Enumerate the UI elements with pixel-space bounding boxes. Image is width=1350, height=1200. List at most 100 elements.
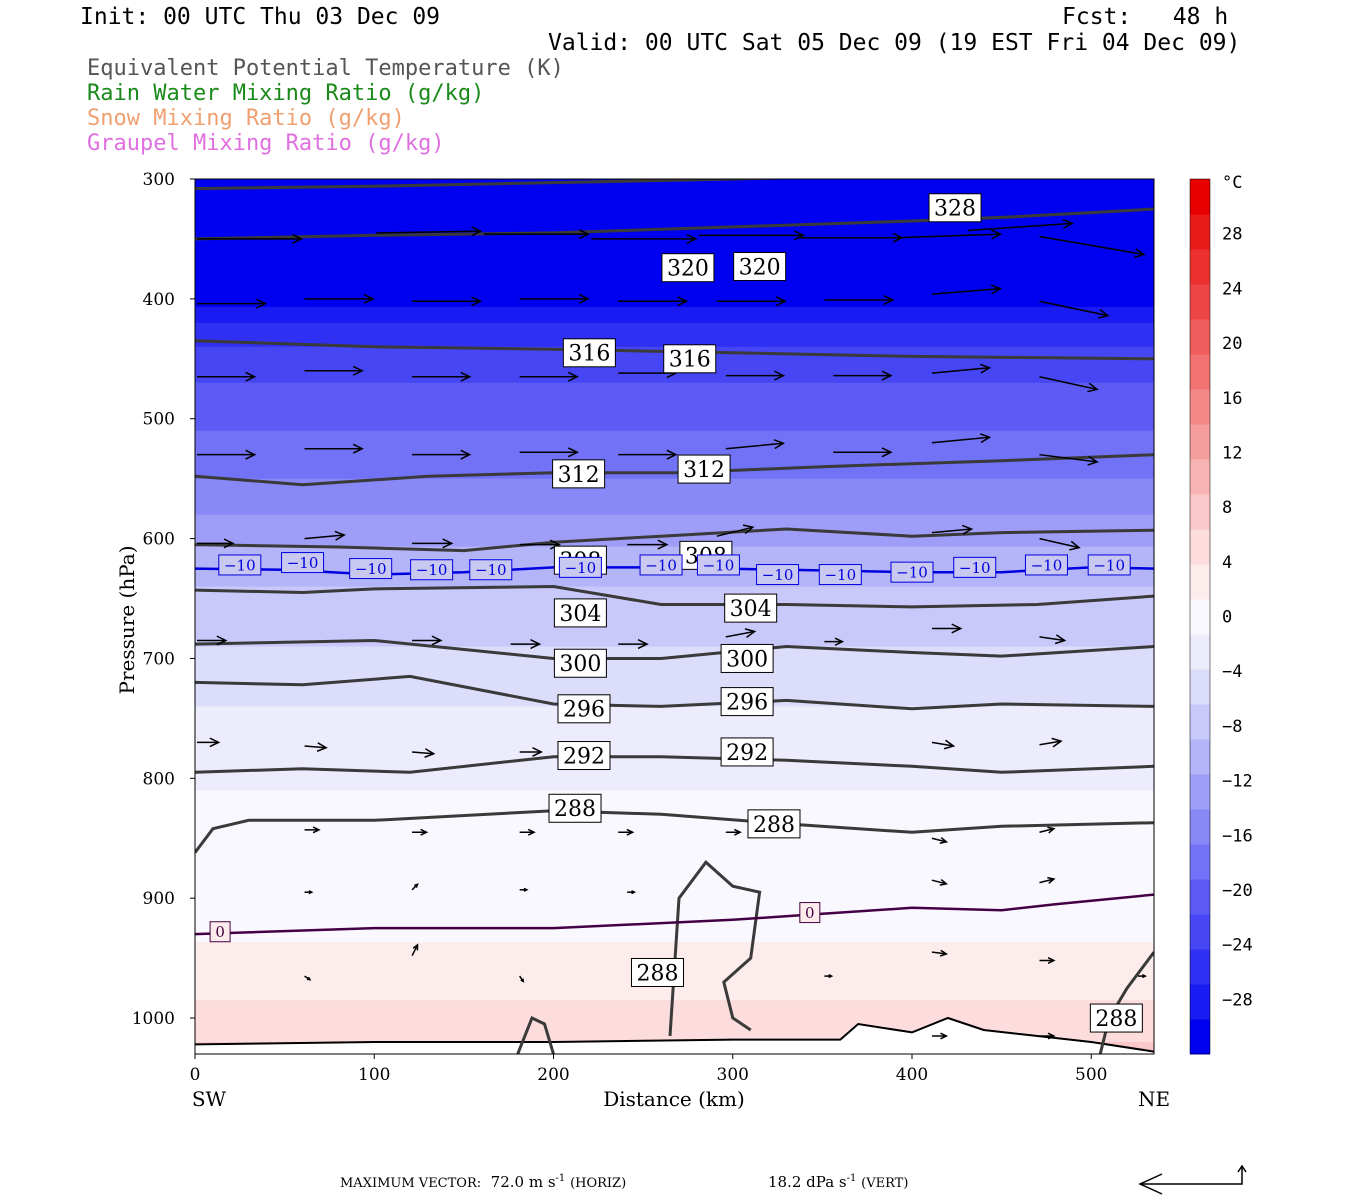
wind-head [578, 293, 590, 304]
wind-head [742, 524, 755, 535]
wind-arrow [510, 639, 542, 650]
forecast-label: Fcst: [1062, 4, 1132, 30]
max-vector-label: MAXIMUM VECTOR: [340, 1176, 482, 1191]
wind-arrow [519, 747, 543, 757]
wind-head [424, 748, 436, 758]
wind-head [442, 538, 454, 549]
colorbar-swatch [1190, 949, 1210, 985]
temperature-band [195, 370, 1154, 384]
wind-shaft [1039, 827, 1055, 833]
colorbar-swatch [1190, 564, 1210, 600]
colorbar-swatch [1190, 669, 1210, 705]
isotherm-minus10-label-box [558, 556, 602, 578]
isotherm-minus10-label: −10 [1093, 556, 1125, 574]
horiz-value: 72.0 m s [490, 1173, 556, 1191]
wind-head [793, 230, 806, 241]
temperature-band [195, 406, 1154, 420]
theta-e-296-line [195, 674, 1154, 711]
theta-e-288-label-box [747, 809, 801, 839]
theta-e-contours [195, 179, 1154, 1054]
wind-head [460, 449, 472, 460]
wind-arrow [618, 639, 649, 650]
temperature-band [195, 394, 1154, 408]
wind-arrow [896, 229, 1003, 240]
wind-arrow [412, 449, 472, 460]
wind-head [1047, 1032, 1056, 1040]
wind-shaft [304, 534, 345, 540]
wind-head [744, 628, 757, 639]
isotherm-0-label-box [799, 902, 821, 924]
theta-e-320-label-box [661, 253, 715, 283]
temperature-band [195, 338, 1154, 348]
isotherm-minus10-label-box [756, 564, 800, 586]
isotherm-minus10-label-box [469, 559, 513, 581]
wind-head [951, 623, 963, 634]
wind-head [1087, 382, 1099, 393]
temperature-band [195, 179, 1154, 200]
wind-head [637, 639, 649, 650]
theta-e-292-label-box [720, 737, 774, 767]
wind-arrow [824, 637, 845, 646]
theta-e-296-label-box [557, 694, 611, 724]
max-horiz-vector: MAXIMUM VECTOR: 72.0 m s-1 (HORIZ) [340, 1173, 626, 1191]
temperature-band [195, 934, 1154, 944]
temperature-band [195, 198, 1154, 220]
wind-arrow [304, 826, 321, 834]
wind-arrow [197, 737, 221, 748]
isotherm-0-line [195, 893, 1154, 936]
isotherm-minus10-label: −10 [1031, 556, 1063, 574]
theta-e-320-line [195, 207, 1154, 241]
temperature-band [195, 314, 1154, 324]
plot-frame [194, 178, 1155, 1055]
colorbar-swatch [1190, 354, 1210, 390]
temperature-band [195, 1006, 1154, 1014]
wind-head [939, 878, 949, 886]
theta-e-312-label-box [552, 459, 606, 489]
temperature-band [195, 646, 1154, 660]
wind-arrow [1039, 1032, 1056, 1040]
colorbar-tick-label: 28 [1222, 225, 1242, 245]
wind-arrow [1039, 453, 1099, 466]
wind-head [431, 635, 443, 646]
temperature-band [195, 442, 1154, 456]
wind-arrow [931, 284, 1003, 295]
wind-head [979, 433, 992, 444]
temperature-band [195, 826, 1154, 840]
wind-arrow [1039, 737, 1063, 748]
wind-arrow [931, 949, 949, 957]
colorbar-swatch [1190, 284, 1210, 320]
colorbar-tick-label: 24 [1222, 279, 1242, 299]
x-tick-label: 100 [358, 1065, 390, 1085]
colorbar-tick-label: −16 [1222, 826, 1253, 846]
x-tick-label: 500 [1075, 1065, 1107, 1085]
theta-e-304-label-box [724, 593, 778, 623]
theta-e-292-label: 292 [726, 741, 768, 766]
theta-e-312-line [195, 453, 1154, 487]
y-tick-label: 600 [143, 530, 175, 550]
wind-head [657, 539, 669, 550]
wind-head [549, 539, 561, 550]
isotherm-minus10-label-box [818, 564, 862, 586]
theta-e-288-corner-label-box [1089, 1003, 1143, 1033]
wind-head [677, 296, 689, 307]
temperature-band [195, 790, 1154, 804]
isotherm-minus10-label-box [218, 554, 262, 576]
wind-arrow [725, 828, 742, 836]
temperature-band [195, 418, 1154, 432]
wind-arrow [519, 447, 579, 458]
colorbar-swatch [1190, 809, 1210, 845]
wind-arrow [519, 975, 525, 983]
colorbar-swatch [1190, 389, 1210, 425]
wind-head [216, 635, 228, 646]
x-axis-title: Distance (km) [603, 1087, 745, 1111]
wind-head [626, 828, 635, 836]
wind-head [773, 439, 786, 450]
temperature-band [195, 330, 1154, 340]
wind-arrow [519, 828, 536, 836]
legend-graupel: Graupel Mixing Ratio (g/kg) [87, 131, 445, 156]
wind-head [939, 949, 949, 957]
temperature-band [195, 742, 1154, 756]
wind-head [1142, 974, 1147, 979]
theta-e-304-label: 304 [559, 602, 601, 627]
temperature-band [195, 586, 1154, 600]
